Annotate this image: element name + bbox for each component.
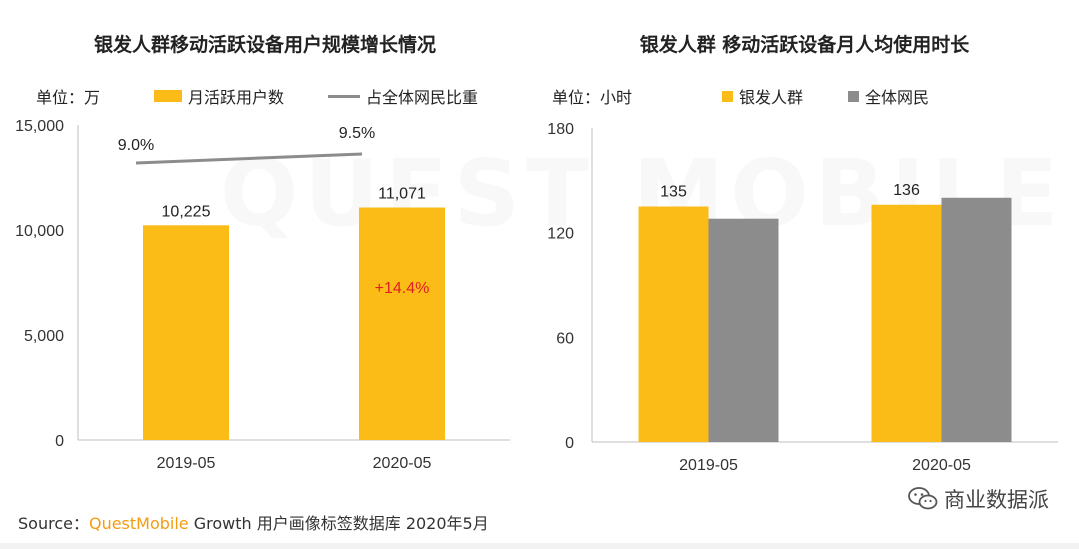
publisher-logo: 商业数据派 <box>908 484 1049 514</box>
wechat-icon <box>908 487 938 510</box>
growth-annotation: +14.4% <box>375 280 430 297</box>
bar <box>941 197 1012 442</box>
y-tick-label: 15,000 <box>15 118 64 135</box>
logo-text: 商业数据派 <box>944 488 1049 512</box>
data-label: 136 <box>893 182 920 199</box>
bar <box>143 225 229 440</box>
y-tick-label: 0 <box>55 433 64 450</box>
x-tick-label: 2020-05 <box>912 457 971 474</box>
data-label: 10,225 <box>162 203 211 220</box>
y-tick-label: 0 <box>565 435 574 452</box>
unit-label: 单位：小时 <box>552 88 633 107</box>
x-tick-label: 2019-05 <box>679 457 738 474</box>
chart-usage-duration: 银发人群 移动活跃设备月人均使用时长 单位：小时 银发人群 全体网民 0 60 12… <box>530 0 1079 500</box>
legend-item-silver: 银发人群 <box>722 84 803 108</box>
y-tick-label: 10,000 <box>15 223 64 240</box>
source-text: Growth 用户画像标签数据库 2020年5月 <box>188 514 489 533</box>
data-label: 135 <box>660 184 687 201</box>
unit-label: 单位：万 <box>36 88 101 107</box>
legend-item-line: 占全体网民比重 <box>328 84 478 108</box>
legend-swatch <box>722 90 733 102</box>
legend-swatch <box>328 94 360 98</box>
source-note: Source：QuestMobile Growth 用户画像标签数据库 2020… <box>18 510 489 534</box>
legend-label: 银发人群 <box>739 88 804 107</box>
bottom-divider <box>0 543 1079 549</box>
x-tick-label: 2020-05 <box>373 455 432 472</box>
legend-label: 月活跃用户数 <box>188 88 285 107</box>
y-tick-label: 5,000 <box>24 328 64 345</box>
chart-plot: 0 60 120 180 135 2019-05 136 2020-05 <box>547 121 1058 474</box>
bar <box>359 207 445 440</box>
y-tick-label: 60 <box>556 330 574 347</box>
legend-item-all: 全体网民 <box>848 84 929 108</box>
legend-swatch <box>848 90 859 102</box>
legend-label: 全体网民 <box>865 88 930 107</box>
bar <box>871 204 942 442</box>
bar <box>638 206 709 442</box>
y-tick-label: 180 <box>547 121 574 138</box>
series-line <box>135 152 363 165</box>
legend-label: 占全体网民比重 <box>366 88 479 107</box>
chart-user-scale: 银发人群移动活跃设备用户规模增长情况 单位：万 月活跃用户数 占全体网民比重 0… <box>0 0 530 500</box>
chart-title: 银发人群 移动活跃设备月人均使用时长 <box>639 34 970 56</box>
legend-swatch <box>154 90 182 102</box>
source-prefix: Source： <box>18 514 89 533</box>
chart-title: 银发人群移动活跃设备用户规模增长情况 <box>93 34 436 56</box>
y-tick-label: 120 <box>547 226 574 243</box>
line-data-label: 9.5% <box>339 125 375 142</box>
x-tick-label: 2019-05 <box>157 455 216 472</box>
legend-item-bar: 月活跃用户数 <box>154 84 284 108</box>
chart-plot: 0 5,000 10,000 15,000 10,225 2019-05 11,071 202… <box>15 118 510 472</box>
line-data-label: 9.0% <box>118 137 154 154</box>
data-label: 11,071 <box>378 186 426 203</box>
source-brand: QuestMobile <box>88 514 189 533</box>
bar <box>708 218 779 442</box>
